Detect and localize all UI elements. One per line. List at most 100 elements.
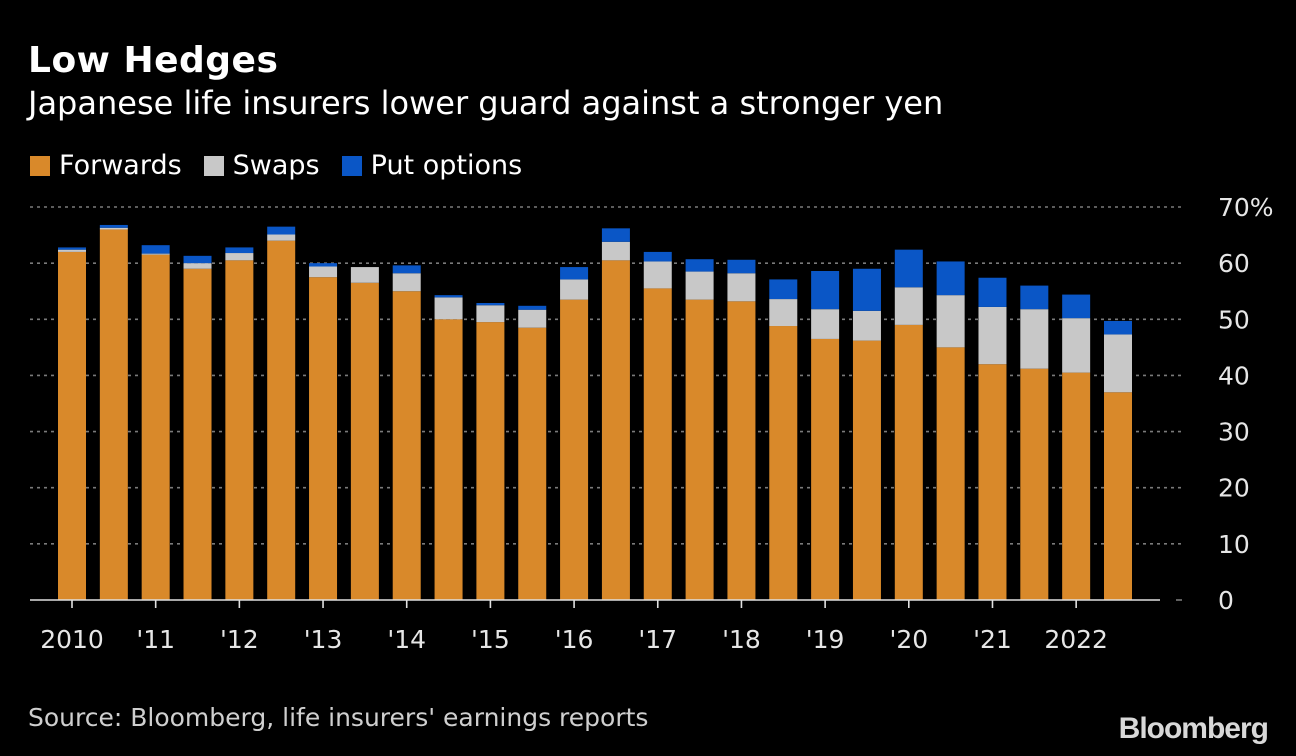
bar-segment-swaps — [685, 271, 714, 300]
legend: Forwards Swaps Put options — [30, 150, 544, 181]
bar-segment-forwards — [58, 251, 86, 600]
bar-segment-forwards — [601, 260, 630, 600]
legend-item-forwards: Forwards — [30, 150, 182, 181]
bar-segment-forwards — [978, 364, 1007, 600]
bar-segment-swaps — [894, 287, 923, 325]
bar-segment-put-options — [811, 271, 840, 310]
bar-segment-swaps — [141, 253, 170, 255]
bar-segment-put-options — [601, 228, 630, 242]
legend-swatch-forwards — [30, 155, 50, 176]
bar-segment-put-options — [1062, 294, 1091, 319]
legend-swatch-put-options — [341, 155, 362, 176]
bar-segment-forwards — [518, 327, 547, 600]
x-tick-label: '19 — [806, 625, 845, 654]
bar-segment-swaps — [643, 261, 672, 289]
bar-segment-put-options — [978, 277, 1007, 307]
bar-segment-swaps — [1062, 318, 1091, 373]
bar-segment-swaps — [518, 309, 547, 328]
legend-label-put-options: Put options — [370, 150, 523, 181]
x-tick-label: '16 — [555, 625, 594, 654]
bar-segment-swaps — [476, 305, 505, 323]
bar-segment-swaps — [1020, 309, 1049, 369]
legend-swatch-swaps — [203, 155, 224, 176]
y-tick-label: 30 — [1218, 418, 1250, 447]
y-tick-label: 20 — [1218, 474, 1250, 503]
y-tick-label: 40 — [1218, 361, 1250, 390]
y-tick-label: 70% — [1218, 193, 1274, 222]
bar-segment-forwards — [476, 322, 505, 600]
bar-segment-forwards — [852, 340, 881, 600]
x-tick-label: '15 — [471, 625, 510, 654]
bar-segment-forwards — [769, 326, 798, 600]
x-tick-label: '14 — [387, 625, 426, 654]
legend-item-put-options: Put options — [341, 150, 523, 181]
bar-segment-swaps — [309, 266, 338, 278]
legend-label-swaps: Swaps — [232, 150, 320, 181]
bar-segment-forwards — [392, 291, 421, 600]
bar-segment-put-options — [685, 259, 714, 272]
bar-segment-forwards — [1062, 372, 1091, 600]
bar-segment-swaps — [727, 273, 756, 302]
bar-segment-swaps — [936, 295, 965, 348]
bar-segment-forwards — [350, 282, 379, 600]
bar-segment-put-options — [518, 305, 547, 310]
bar-segment-forwards — [99, 229, 128, 600]
x-tick-label: 2010 — [40, 625, 104, 654]
x-tick-label: '21 — [973, 625, 1012, 654]
bar-segment-swaps — [183, 263, 212, 269]
bar-segment-put-options — [99, 224, 128, 228]
bar-segment-swaps — [350, 267, 379, 283]
bar-segment-forwards — [811, 338, 840, 600]
bar-segment-forwards — [141, 254, 170, 600]
bar-segment-swaps — [852, 310, 881, 341]
bar-segment-put-options — [1020, 285, 1049, 310]
bar-segment-put-options — [58, 247, 86, 250]
bar-segment-put-options — [141, 245, 170, 254]
legend-label-forwards: Forwards — [59, 150, 182, 181]
bar-segment-swaps — [267, 234, 296, 241]
x-tick-label: '18 — [722, 625, 761, 654]
bar-segment-put-options — [476, 303, 505, 306]
bar-segment-put-options — [643, 251, 672, 262]
bar-segment-swaps — [560, 279, 589, 300]
source-note: Source: Bloomberg, life insurers' earnin… — [28, 703, 649, 732]
bar-segment-forwards — [560, 299, 589, 600]
bar-segment-forwards — [643, 288, 672, 600]
bar-segment-swaps — [811, 309, 840, 339]
bar-segment-swaps — [225, 253, 254, 261]
bar-segment-put-options — [225, 247, 254, 254]
bar-segment-forwards — [1020, 368, 1049, 600]
bar-segment-forwards — [267, 240, 296, 600]
bar-segment-put-options — [183, 255, 212, 264]
bar-segment-put-options — [309, 263, 338, 267]
bar-segment-put-options — [936, 261, 965, 296]
bar-segment-put-options — [894, 249, 923, 288]
y-tick-label: 10 — [1218, 530, 1250, 559]
bar-segment-put-options — [727, 259, 756, 274]
bar-segment-swaps — [434, 297, 463, 320]
bar-segment-put-options — [267, 226, 296, 235]
y-tick-label: 60 — [1218, 249, 1250, 278]
bar-segment-swaps — [1104, 334, 1132, 393]
bar-segment-put-options — [434, 295, 463, 298]
y-tick-label: 0 — [1218, 586, 1234, 615]
x-tick-label: '11 — [136, 625, 175, 654]
x-tick-label: '13 — [304, 625, 343, 654]
bar-segment-put-options — [852, 268, 881, 311]
bar-segment-swaps — [769, 299, 798, 327]
y-tick-label: 50 — [1218, 305, 1250, 334]
x-tick-label: '20 — [889, 625, 928, 654]
bar-segment-put-options — [392, 265, 421, 274]
bar-segment-forwards — [1104, 392, 1132, 600]
bar-segment-swaps — [58, 249, 86, 252]
bar-segment-forwards — [727, 301, 756, 600]
bar-segment-forwards — [225, 260, 254, 600]
bar-segment-swaps — [392, 273, 421, 292]
bar-segment-forwards — [434, 319, 463, 600]
chart-subtitle: Japanese life insurers lower guard again… — [28, 84, 944, 122]
bar-segment-forwards — [685, 299, 714, 600]
bloomberg-logo: Bloomberg — [1118, 712, 1269, 745]
chart-title: Low Hedges — [28, 40, 279, 81]
x-tick-label: 2022 — [1044, 625, 1108, 654]
